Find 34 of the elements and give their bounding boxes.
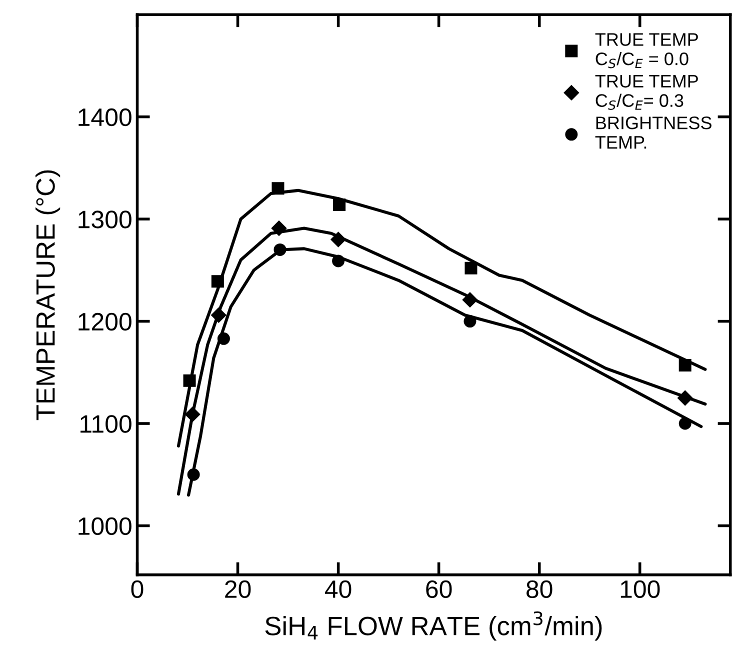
point: [211, 308, 226, 323]
point: [211, 275, 224, 288]
point: [184, 406, 200, 422]
point: [330, 232, 346, 248]
y-tick-label: 1100: [80, 415, 132, 433]
y-tick-label: 1400: [78, 108, 132, 126]
y-tick-label: 1300: [78, 210, 132, 228]
point: [272, 182, 284, 195]
legend-label: TRUE TEMP C$_{S}$/C$_{E}$ = 0.0: [595, 33, 698, 68]
point: [678, 417, 692, 430]
x-tick-label: 60: [426, 580, 452, 598]
point: [217, 332, 230, 345]
point: [187, 468, 200, 481]
point: [464, 315, 476, 328]
x-tick-label: 80: [526, 580, 552, 598]
x-axis-title: SiH$_{4}$ FLOW RATE (cm$^{3}$/min): [265, 611, 602, 641]
point: [183, 374, 196, 387]
y-tick-label: 1200: [78, 312, 132, 331]
point: [464, 262, 478, 274]
y-axis-title: TEMPERATURE (°C): [36, 170, 60, 420]
point: [462, 292, 478, 308]
x-tick-label: 20: [225, 580, 251, 598]
point: [271, 220, 287, 236]
point: [274, 243, 286, 256]
y-tick-label: 1000: [78, 517, 132, 536]
point: [678, 358, 692, 372]
point: [678, 390, 693, 406]
legend-label: TRUE TEMP C$_{S}$/C$_{E}$= 0.3: [595, 75, 698, 110]
point: [332, 254, 345, 268]
legend-label: BRIGHTNESS TEMP.: [595, 116, 712, 149]
point: [333, 198, 346, 211]
x-tick-label: 40: [324, 580, 352, 598]
x-tick-label: 0: [131, 580, 144, 598]
x-tick-label: 100: [620, 580, 660, 598]
